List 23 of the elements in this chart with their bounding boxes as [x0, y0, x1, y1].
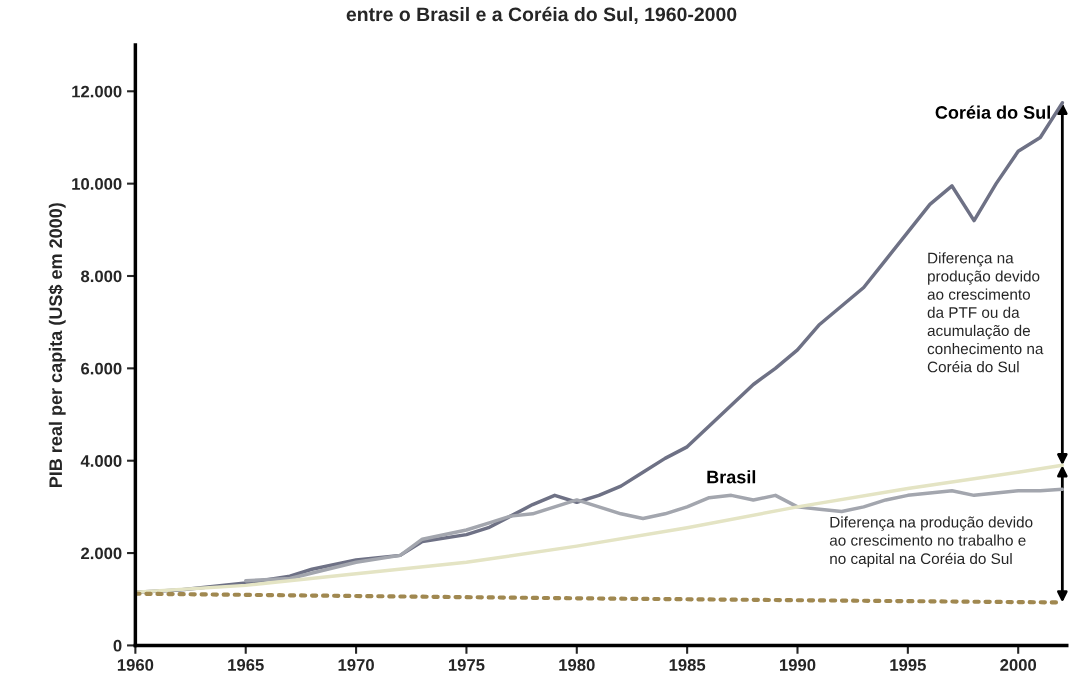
series-label: Coréia do Sul: [935, 105, 1050, 119]
x-tick-label: 1980: [559, 659, 595, 671]
y-tick-label: 2.000: [81, 547, 122, 560]
y-tick-label: 12.000: [72, 85, 122, 98]
y-tick-label: 0: [113, 639, 122, 652]
annotation: Diferença na produção devido ao crescimento da PTF ou da acumulação de conhecimento na Coréia do Sul: [927, 252, 1044, 373]
x-tick-label: 1985: [669, 659, 706, 671]
chart-title: entre o Brasil e a Coréia do Sul, 1960-2000: [346, 6, 737, 25]
series-label: Brasil: [707, 470, 756, 484]
x-tick-label: 1990: [780, 659, 816, 671]
y-tick-label: 10.000: [72, 178, 122, 190]
y-tick-label: 8.000: [81, 270, 122, 283]
x-tick-label: 1975: [448, 659, 485, 671]
line-series: [243, 487, 1065, 583]
x-tick-label: 1970: [338, 659, 374, 671]
y-tick-label: 4.000: [80, 455, 122, 467]
x-tick-label: 1995: [890, 659, 926, 671]
x-tick-label: 2000: [1000, 659, 1037, 671]
y-axis-title: PIB real per capita (US$ em 2000): [48, 203, 66, 488]
y-tick-label: 6.000: [81, 362, 122, 375]
x-tick-label: 1965: [228, 659, 264, 671]
x-tick-label: 1960: [117, 659, 154, 671]
annotation: Diferença na produção devido ao crescimento no trabalho e no capital na Coréia do Sul: [829, 516, 1033, 568]
